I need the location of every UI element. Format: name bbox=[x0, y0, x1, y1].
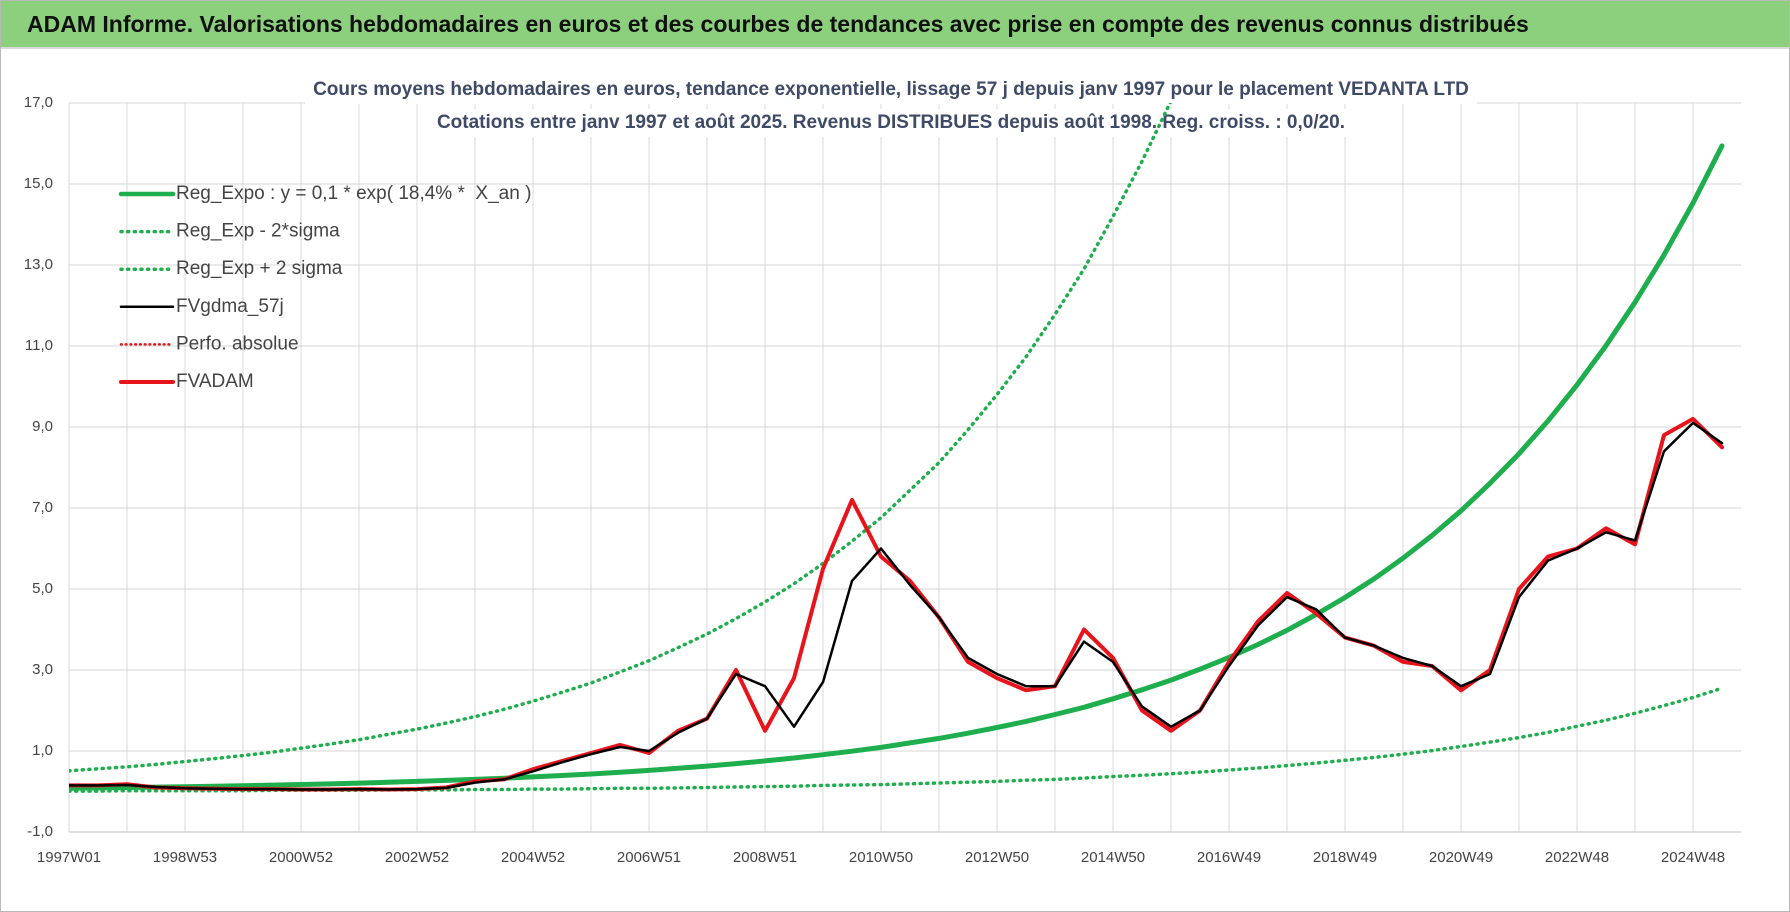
series-line bbox=[69, 417, 1724, 791]
legend-label: Perfo. absolue bbox=[176, 333, 299, 354]
y-tick-label: 5,0 bbox=[32, 580, 53, 597]
subtitle-backing bbox=[428, 109, 1354, 137]
y-tick-label: 13,0 bbox=[24, 256, 53, 273]
y-tick-label: 15,0 bbox=[24, 175, 53, 192]
x-tick-label: 2000W52 bbox=[269, 849, 333, 866]
series-line bbox=[69, 143, 1725, 791]
y-tick-label: 9,0 bbox=[32, 418, 53, 435]
y-tick-label: 17,0 bbox=[24, 94, 53, 111]
legend-label: FVgdma_57j bbox=[176, 296, 284, 317]
chart: -1,0 1,0 3,0 5,0 7,0 9,0 11,0 13,0 15,0 17,0 1997W… bbox=[24, 76, 1741, 866]
legend-label: FVADAM bbox=[176, 371, 254, 392]
x-tick-label: 2022W48 bbox=[1545, 849, 1609, 866]
x-tick-label: 2024W48 bbox=[1661, 849, 1725, 866]
series-line bbox=[69, 686, 1724, 793]
chart-subtitle: Cours moyens hebdomadaires en euros, ten… bbox=[313, 79, 1469, 100]
header: ADAM Informe. Valorisations hebdomadaire… bbox=[1, 1, 1789, 49]
y-tick-label: 7,0 bbox=[32, 499, 53, 516]
x-tick-label: 2006W51 bbox=[617, 849, 681, 866]
x-tick-label: 2008W51 bbox=[733, 849, 797, 866]
x-tick-label: 2012W50 bbox=[965, 849, 1029, 866]
x-tick-label: 2020W49 bbox=[1429, 849, 1493, 866]
y-tick-label: 1,0 bbox=[32, 742, 53, 759]
x-tick-label: 2016W49 bbox=[1197, 849, 1261, 866]
subtitle-backing bbox=[305, 76, 1477, 104]
x-tick-label: 2010W50 bbox=[849, 849, 913, 866]
legend-label: Reg_Exp - 2*sigma bbox=[176, 221, 340, 242]
y-tick-label: 11,0 bbox=[25, 337, 53, 354]
y-tick-label: 3,0 bbox=[32, 661, 53, 678]
x-tick-label: 2018W49 bbox=[1313, 849, 1377, 866]
series-line bbox=[69, 416, 1724, 792]
legend-label: Reg_Expo : y = 0,1 * exp( 18,4% * X_an ) bbox=[176, 183, 531, 204]
x-tick-label: 1998W53 bbox=[153, 849, 217, 866]
x-tick-label: 2014W50 bbox=[1081, 849, 1145, 866]
x-tick-label: 1997W01 bbox=[37, 849, 101, 866]
chart-subtitle: Cotations entre janv 1997 et août 2025. … bbox=[437, 112, 1345, 133]
x-tick-label: 2004W52 bbox=[501, 849, 565, 866]
legend: Reg_Expo : y = 0,1 * exp( 18,4% * X_an )… bbox=[118, 183, 531, 392]
y-tick-label: -1,0 bbox=[27, 823, 53, 840]
legend-label: Reg_Exp + 2 sigma bbox=[176, 258, 343, 279]
x-tick-label: 2002W52 bbox=[385, 849, 449, 866]
series-line bbox=[69, 421, 1724, 791]
header-title: ADAM Informe. Valorisations hebdomadaire… bbox=[27, 11, 1529, 37]
plot-area bbox=[69, 103, 1725, 793]
